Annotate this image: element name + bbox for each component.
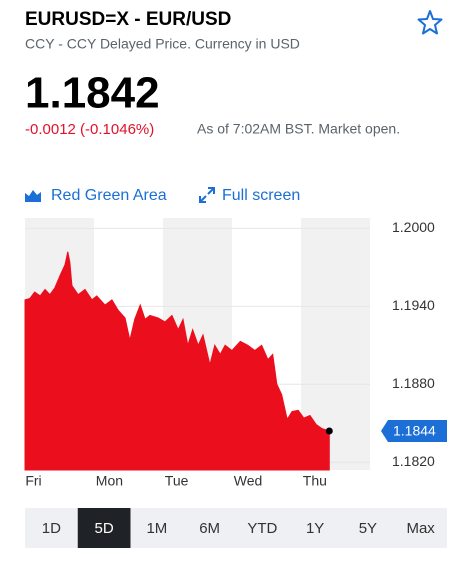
subtitle: CCY - CCY Delayed Price. Currency in USD [25,36,300,52]
price: 1.1842 [25,69,160,118]
range-label[interactable]: YTD [247,520,277,537]
watchlist-star[interactable] [417,10,443,35]
y-tick-label: 1.1940 [392,297,435,313]
y-tick-label: 1.1820 [392,453,435,469]
x-tick-label: Mon [96,473,123,489]
x-tick-label: Tue [165,473,189,489]
x-tick-label: Wed [234,473,263,489]
x-tick-label: Thu [303,473,327,489]
last-point [325,427,333,435]
chart-style-button[interactable]: Red Green Area [51,187,167,204]
range-label[interactable]: 6M [199,520,220,537]
price-tag-label: 1.1844 [393,423,436,439]
change: -0.0012 (-0.1046%) [25,121,154,138]
range-label[interactable]: 1M [146,520,167,537]
area-icon[interactable] [25,190,41,202]
full-screen-button[interactable]: Full screen [222,187,300,204]
range-label[interactable]: Max [406,520,435,537]
title: EURUSD=X - EUR/USD [25,9,231,30]
y-tick-label: 1.1880 [392,375,435,391]
price-tag [381,420,447,443]
range-label[interactable]: 1Y [306,520,324,537]
price-area [24,251,330,471]
range-button[interactable] [77,508,131,548]
range-label[interactable]: 1D [42,520,61,537]
timestamp: As of 7:02AM BST. Market open. [197,121,400,137]
range-label[interactable]: 5D [95,520,114,537]
range-label[interactable]: 5Y [359,520,377,537]
y-tick-label: 1.2000 [392,219,435,235]
fullscreen-icon[interactable] [199,187,215,203]
x-tick-label: Fri [25,473,41,489]
